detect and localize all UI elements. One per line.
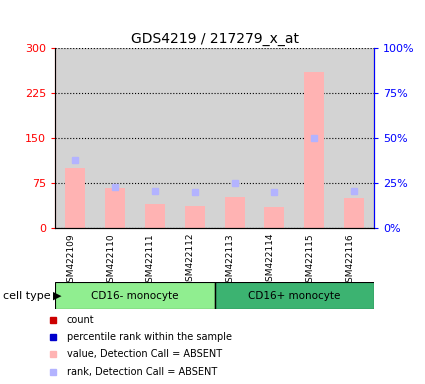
Bar: [185, 205, 205, 228]
Bar: [344, 199, 364, 228]
Bar: [105, 187, 125, 228]
Text: GSM422116: GSM422116: [345, 233, 354, 288]
Text: value, Detection Call = ABSENT: value, Detection Call = ABSENT: [67, 349, 222, 359]
Bar: [294, 48, 334, 228]
Text: percentile rank within the sample: percentile rank within the sample: [67, 332, 232, 342]
Text: GSM422113: GSM422113: [226, 233, 235, 288]
Text: ▶: ▶: [53, 291, 62, 301]
Title: GDS4219 / 217279_x_at: GDS4219 / 217279_x_at: [130, 31, 299, 46]
Text: GSM422115: GSM422115: [305, 233, 314, 288]
Bar: [145, 204, 165, 228]
Text: GSM422111: GSM422111: [146, 233, 155, 288]
Text: GSM422114: GSM422114: [265, 233, 275, 287]
Bar: [55, 48, 95, 228]
Bar: [175, 48, 215, 228]
Bar: [95, 48, 135, 228]
Bar: [334, 48, 374, 228]
Bar: [255, 48, 294, 228]
Text: rank, Detection Call = ABSENT: rank, Detection Call = ABSENT: [67, 366, 217, 377]
Text: cell type: cell type: [3, 291, 51, 301]
Text: count: count: [67, 314, 94, 325]
Bar: [135, 48, 175, 228]
Text: GSM422112: GSM422112: [186, 233, 195, 287]
Bar: [224, 197, 244, 228]
Text: CD16- monocyte: CD16- monocyte: [91, 291, 178, 301]
Bar: [55, 282, 215, 309]
Text: CD16+ monocyte: CD16+ monocyte: [248, 291, 340, 301]
Bar: [264, 207, 284, 228]
Text: GSM422110: GSM422110: [106, 233, 115, 288]
Bar: [65, 168, 85, 228]
Bar: [215, 282, 374, 309]
Bar: [215, 48, 255, 228]
Bar: [304, 72, 324, 228]
Text: GSM422109: GSM422109: [66, 233, 75, 288]
